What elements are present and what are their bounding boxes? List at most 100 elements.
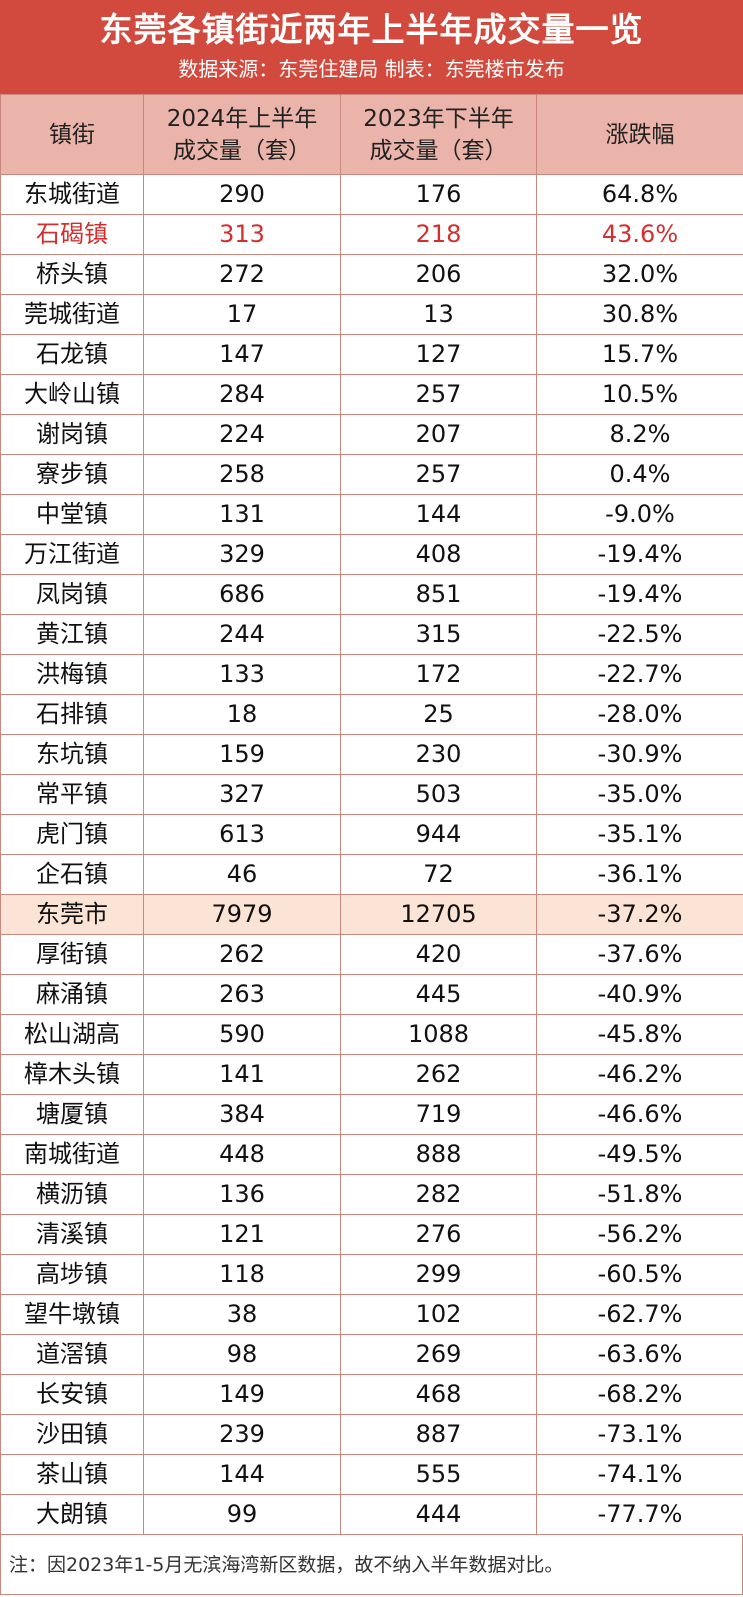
table-row: 中堂镇 131 144 -9.0% <box>0 494 743 535</box>
town-cell: 道滘镇 <box>0 1334 144 1375</box>
town-cell: 万江街道 <box>0 534 144 575</box>
volume-2024h1-cell: 258 <box>143 454 341 495</box>
volume-2024h1-cell: 244 <box>143 614 341 655</box>
volume-2024h1-cell: 329 <box>143 534 341 575</box>
volume-2023h2-cell: 408 <box>340 534 537 575</box>
volume-2024h1-cell: 144 <box>143 1454 341 1495</box>
table-body: 东城街道 290 176 64.8% 石碣镇 313 218 43.6% 桥头镇 272 206 32… <box>0 174 743 1535</box>
table-row: 塘厦镇 384 719 -46.6% <box>0 1094 743 1135</box>
table-row: 东莞市 7979 12705 -37.2% <box>0 894 743 935</box>
table-row: 石龙镇 147 127 15.7% <box>0 334 743 375</box>
volume-2023h2-cell: 299 <box>340 1254 537 1295</box>
town-cell: 东莞市 <box>0 894 144 935</box>
volume-2023h2-cell: 218 <box>340 214 537 255</box>
town-cell: 清溪镇 <box>0 1214 144 1255</box>
change-pct-cell: -9.0% <box>536 494 743 535</box>
change-pct-cell: -46.2% <box>536 1054 743 1095</box>
change-pct-cell: -37.6% <box>536 934 743 975</box>
town-cell: 长安镇 <box>0 1374 144 1415</box>
transaction-table: 镇街 2024年上半年 成交量（套） 2023年下半年 成交量（套） 涨跌幅 东… <box>0 94 743 1535</box>
volume-2024h1-cell: 121 <box>143 1214 341 1255</box>
table-row: 南城街道 448 888 -49.5% <box>0 1134 743 1175</box>
town-cell: 黄江镇 <box>0 614 144 655</box>
volume-2024h1-cell: 448 <box>143 1134 341 1175</box>
column-header-2024h1: 2024年上半年 成交量（套） <box>143 94 341 175</box>
volume-2024h1-cell: 149 <box>143 1374 341 1415</box>
change-pct-cell: -68.2% <box>536 1374 743 1415</box>
volume-2023h2-cell: 12705 <box>340 894 537 935</box>
table-row: 沙田镇 239 887 -73.1% <box>0 1414 743 1455</box>
volume-2024h1-cell: 38 <box>143 1294 341 1335</box>
column-header-town: 镇街 <box>0 94 144 175</box>
town-cell: 松山湖高 <box>0 1014 144 1055</box>
change-pct-cell: -22.7% <box>536 654 743 695</box>
change-pct-cell: 0.4% <box>536 454 743 495</box>
volume-2024h1-cell: 136 <box>143 1174 341 1215</box>
volume-2024h1-cell: 18 <box>143 694 341 735</box>
town-cell: 大朗镇 <box>0 1494 144 1535</box>
change-pct-cell: 15.7% <box>536 334 743 375</box>
table-row: 东城街道 290 176 64.8% <box>0 174 743 215</box>
volume-2024h1-cell: 141 <box>143 1054 341 1095</box>
volume-2023h2-cell: 230 <box>340 734 537 775</box>
column-header-2023h2-line1: 2023年下半年 <box>363 105 514 132</box>
change-pct-cell: -62.7% <box>536 1294 743 1335</box>
volume-2024h1-cell: 46 <box>143 854 341 895</box>
volume-2024h1-cell: 290 <box>143 174 341 215</box>
volume-2024h1-cell: 590 <box>143 1014 341 1055</box>
table-row: 厚街镇 262 420 -37.6% <box>0 934 743 975</box>
volume-2023h2-cell: 172 <box>340 654 537 695</box>
column-header-row: 镇街 2024年上半年 成交量（套） 2023年下半年 成交量（套） 涨跌幅 <box>0 94 743 175</box>
volume-2024h1-cell: 17 <box>143 294 341 335</box>
town-cell: 洪梅镇 <box>0 654 144 695</box>
column-header-town-label: 镇街 <box>49 121 95 148</box>
table-row: 桥头镇 272 206 32.0% <box>0 254 743 295</box>
table-row: 黄江镇 244 315 -22.5% <box>0 614 743 655</box>
volume-2023h2-cell: 1088 <box>340 1014 537 1055</box>
table-row: 东坑镇 159 230 -30.9% <box>0 734 743 775</box>
table-row: 松山湖高 590 1088 -45.8% <box>0 1014 743 1055</box>
town-cell: 寮步镇 <box>0 454 144 495</box>
town-cell: 大岭山镇 <box>0 374 144 415</box>
table-row: 万江街道 329 408 -19.4% <box>0 534 743 575</box>
table-row: 洪梅镇 133 172 -22.7% <box>0 654 743 695</box>
volume-2024h1-cell: 262 <box>143 934 341 975</box>
change-pct-cell: 32.0% <box>536 254 743 295</box>
change-pct-cell: -36.1% <box>536 854 743 895</box>
table-row: 道滘镇 98 269 -63.6% <box>0 1334 743 1375</box>
volume-2023h2-cell: 207 <box>340 414 537 455</box>
town-cell: 石碣镇 <box>0 214 144 255</box>
volume-2024h1-cell: 327 <box>143 774 341 815</box>
volume-2023h2-cell: 888 <box>340 1134 537 1175</box>
volume-2024h1-cell: 239 <box>143 1414 341 1455</box>
volume-2023h2-cell: 555 <box>340 1454 537 1495</box>
volume-2023h2-cell: 206 <box>340 254 537 295</box>
change-pct-cell: -74.1% <box>536 1454 743 1495</box>
change-pct-cell: -63.6% <box>536 1334 743 1375</box>
table-row: 石排镇 18 25 -28.0% <box>0 694 743 735</box>
table-row: 茶山镇 144 555 -74.1% <box>0 1454 743 1495</box>
table-row: 石碣镇 313 218 43.6% <box>0 214 743 255</box>
volume-2024h1-cell: 263 <box>143 974 341 1015</box>
volume-2024h1-cell: 272 <box>143 254 341 295</box>
change-pct-cell: -28.0% <box>536 694 743 735</box>
volume-2023h2-cell: 468 <box>340 1374 537 1415</box>
volume-2023h2-cell: 719 <box>340 1094 537 1135</box>
column-header-change-label: 涨跌幅 <box>605 121 675 148</box>
town-cell: 南城街道 <box>0 1134 144 1175</box>
volume-2023h2-cell: 262 <box>340 1054 537 1095</box>
volume-2024h1-cell: 118 <box>143 1254 341 1295</box>
volume-2023h2-cell: 444 <box>340 1494 537 1535</box>
change-pct-cell: -35.0% <box>536 774 743 815</box>
volume-2024h1-cell: 313 <box>143 214 341 255</box>
town-cell: 厚街镇 <box>0 934 144 975</box>
change-pct-cell: -49.5% <box>536 1134 743 1175</box>
town-cell: 中堂镇 <box>0 494 144 535</box>
table-row: 樟木头镇 141 262 -46.2% <box>0 1054 743 1095</box>
table-row: 大朗镇 99 444 -77.7% <box>0 1494 743 1535</box>
change-pct-cell: -51.8% <box>536 1174 743 1215</box>
volume-2024h1-cell: 686 <box>143 574 341 615</box>
table-row: 长安镇 149 468 -68.2% <box>0 1374 743 1415</box>
volume-2023h2-cell: 420 <box>340 934 537 975</box>
volume-2023h2-cell: 887 <box>340 1414 537 1455</box>
